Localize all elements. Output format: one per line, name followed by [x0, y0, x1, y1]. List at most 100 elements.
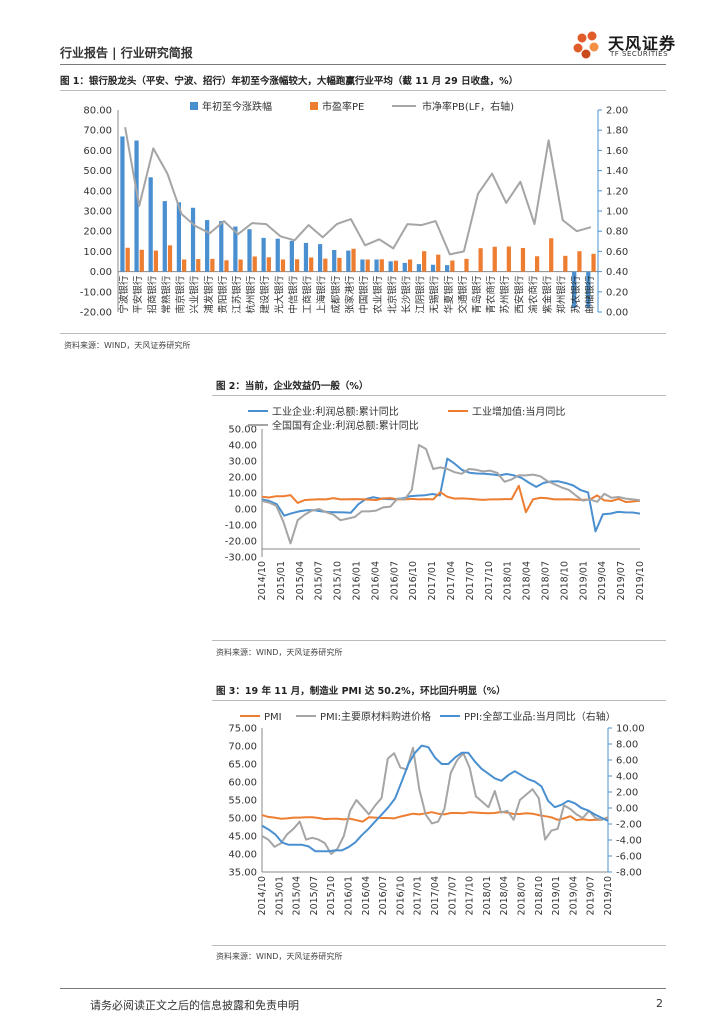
y-right-tick-label: 8.00	[616, 740, 638, 751]
bar-ytd-change	[219, 221, 224, 272]
x-tick-label: 2019/10	[635, 561, 646, 600]
y-right-tick-label: -6.00	[616, 852, 642, 863]
y-tick-label: 40.00	[228, 850, 257, 861]
y-tick-label: 0.00	[90, 267, 112, 278]
x-tick-label: 2015/01	[274, 876, 285, 915]
y-tick-label: 20.00	[83, 227, 112, 238]
figure-2-top-rule	[212, 395, 666, 396]
x-category-label: 上海银行	[316, 275, 328, 314]
x-tick-label: 2016/10	[395, 876, 406, 915]
bar-pe	[464, 258, 469, 272]
y-tick-label: 50.00	[83, 166, 112, 177]
y-tick-label: 40.00	[83, 186, 112, 197]
bar-ytd-change	[176, 202, 182, 272]
x-tick-label: 2017/04	[446, 561, 457, 600]
y-right-tick-label: 0.40	[606, 267, 628, 278]
y-tick-label: 30.00	[228, 457, 257, 468]
bar-pe	[365, 259, 370, 272]
series-line	[261, 744, 609, 853]
chart-2-enterprise-profits: 50.00 40.00 30.00 20.00 10.00 0.00 -10.00 -20.0…	[225, 405, 646, 600]
x-tick-label: 2015/04	[295, 561, 306, 600]
x-tick-label: 2015/07	[309, 876, 320, 915]
x-category-label: 西安银行	[513, 275, 525, 314]
y-right-tick-label: 1.20	[606, 186, 628, 197]
y-tick-label: 70.00	[228, 742, 257, 753]
bar-pe	[436, 254, 441, 272]
y-tick-label: 10.00	[83, 247, 112, 258]
y-tick-label: -10.00	[80, 287, 112, 298]
x-tick-label: 2016/04	[361, 876, 372, 915]
x-tick-label: 2017/01	[427, 561, 438, 600]
y-right-tick-label: 6.00	[616, 756, 638, 767]
x-tick-label: 2016/07	[389, 561, 400, 600]
bar-pe	[210, 258, 215, 272]
x-tick-label: 2017/04	[430, 876, 441, 915]
bar-pe	[534, 256, 540, 272]
x-category-label: 浦发银行	[203, 275, 215, 314]
bar-ytd-change	[247, 229, 252, 272]
y-tick-label: 35.00	[228, 868, 257, 879]
x-category-label: 苏农银行	[570, 275, 582, 314]
footer-disclaimer: 请务必阅读正文之后的信息披露和免责申明	[90, 999, 299, 1012]
series-line	[261, 746, 609, 855]
figure-1-caption: 图 1：银行股龙头（平安、宁波、招行）年初至今涨幅较大，大幅跑赢行业平均（截 1…	[60, 76, 519, 87]
x-category-label: 招商银行	[146, 275, 158, 314]
x-tick-label: 2015/07	[314, 561, 325, 600]
footer-rule	[60, 988, 666, 989]
x-category-label: 交通银行	[457, 275, 469, 314]
header-rule	[60, 64, 666, 65]
legend-label: 工业增加值:当月同比	[472, 405, 565, 418]
x-tick-label: 2019/07	[586, 876, 597, 915]
figure-3-bottom-rule	[212, 945, 666, 946]
y-tick-label: 0.00	[235, 505, 257, 516]
logo-flower-icon	[573, 31, 599, 59]
logo-en-text: TF SECURITIES	[610, 50, 669, 58]
x-tick-label: 2018/01	[503, 561, 514, 600]
legend-label: PPI:全部工业品:当月同比（右轴）	[464, 710, 616, 723]
x-category-label: 农业银行	[372, 275, 384, 314]
figure-3-top-rule	[212, 700, 666, 701]
figure-2-caption: 图 2：当前，企业效益仍一般（%）	[216, 381, 369, 392]
bar-ytd-change	[289, 240, 294, 272]
x-category-label: 紫金银行	[542, 275, 554, 314]
x-tick-label: 2017/01	[413, 876, 424, 915]
x-category-label: 江苏银行	[231, 275, 243, 314]
bar-pe	[407, 259, 413, 272]
bar-ytd-change	[416, 264, 422, 272]
x-category-label: 杭州银行	[245, 275, 257, 314]
x-category-label: 华夏银行	[443, 275, 455, 314]
y-right-tick-label: 0.20	[606, 287, 628, 298]
y-right-tick-label: 4.00	[616, 772, 638, 783]
y-right-tick-label: -4.00	[616, 836, 642, 847]
x-tick-label: 2016/01	[344, 876, 355, 915]
bar-pe	[139, 249, 144, 272]
chart-3-pmi-ppi: 75.00 70.00 65.00 60.00 55.00 50.00 45.00 40.00…	[228, 710, 644, 915]
x-tick-label: 2018/04	[499, 876, 510, 915]
bar-ytd-change	[190, 207, 196, 272]
bar-ytd-change	[120, 136, 125, 272]
bar-ytd-change	[261, 237, 266, 272]
x-tick-label: 2019/04	[597, 561, 608, 600]
bar-ytd-change	[388, 261, 393, 272]
x-tick-label: 2019/01	[578, 561, 589, 600]
y-right-tick-label: 0.60	[606, 247, 628, 258]
y-tick-label: 20.00	[228, 473, 257, 484]
x-tick-label: 2017/10	[484, 561, 495, 600]
figure-1-bottom-rule	[60, 333, 666, 334]
x-tick-label: 2015/01	[276, 561, 287, 600]
bar-pe	[309, 257, 314, 272]
y-tick-label: 75.00	[228, 724, 257, 735]
bar-pe	[520, 247, 526, 272]
x-tick-label: 2018/07	[517, 876, 528, 915]
bar-ytd-change	[430, 264, 436, 272]
bar-ytd-change	[572, 271, 577, 308]
bar-pe	[196, 259, 201, 272]
y-tick-label: -20.00	[225, 537, 257, 548]
bar-pe	[379, 259, 384, 272]
x-category-label: 宁波银行	[118, 275, 130, 314]
y-right-tick-label: 1.80	[606, 126, 628, 137]
y-right-tick-label: -8.00	[616, 868, 642, 879]
x-tick-label: 2015/10	[326, 876, 337, 915]
y-tick-label: 80.00	[83, 106, 112, 117]
logo-cn-text: 天风证券	[608, 34, 677, 53]
